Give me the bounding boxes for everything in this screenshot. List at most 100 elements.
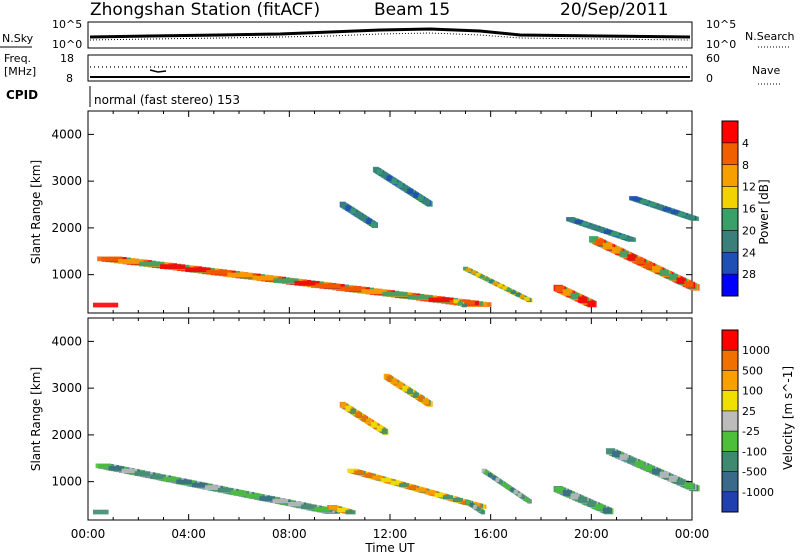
power-echo-patch [361,289,387,294]
velocity-echo-patch [217,487,234,493]
power-echo-patch [340,202,347,208]
power-colorbar-label: Power [dB] [757,179,771,244]
velocity-echo-patch [469,502,474,507]
power-echo-patch [391,178,398,185]
velocity-echo-patch [684,482,694,489]
power-echo-patch [402,185,409,192]
velocity-echo-patch [513,490,518,495]
velocity-colorbar-swatch [722,451,738,472]
power-echo-patch [350,208,357,215]
power-colorbar-swatch [722,121,738,144]
power-colorbar-swatch [722,164,738,188]
power-echo-patch [371,221,377,228]
noise-panel-frame [87,21,693,49]
power-ytick-label: 4000 [51,127,82,141]
power-echo-patch [466,268,472,272]
velocity-colorbar-swatch [722,390,738,412]
velocity-echo-patch [121,468,138,474]
power-echo-patch [497,283,503,288]
velocity-echo-patch [314,507,330,512]
power-echo-patch [502,286,508,290]
power-echo-patch [603,229,613,234]
velocity-echo-patch [635,461,645,468]
power-echo-patch [397,182,404,188]
power-x-ticks [87,111,693,313]
velocity-colorbar-swatch [722,491,738,513]
power-echo-patch [484,277,490,282]
power-ytick-label: 3000 [51,174,82,188]
power-echo-patch [612,247,622,254]
velocity-echo-patch [587,500,597,507]
power-echo-patch [407,294,433,300]
cpid-text: normal (fast stereo) 153 [94,93,240,107]
power-echo-patch [93,302,119,308]
velocity-echo-patch [397,382,404,389]
power-echo-patch [659,269,669,277]
power-echo-patch [376,169,383,175]
power-echo-patch [655,205,664,210]
power-echo-patch [185,267,211,273]
power-echo-patch [413,192,419,198]
power-echo-patch [428,297,454,303]
velocity-echo-patch [93,509,109,515]
power-echo-patch [493,281,499,286]
power-colorbar-swatch [722,274,738,297]
noise-tick-right-bottom: 10^0 [706,38,736,51]
velocity-echo-patch [492,475,497,480]
power-echo-patch [355,211,362,218]
power-echo-patch [340,286,366,292]
power-echo-patch [489,279,494,284]
power-echo-patch [626,237,635,242]
power-colorbar-swatch [722,186,738,209]
nave-tick-bottom: 0 [706,72,713,85]
velocity-echo-patch [337,507,348,512]
power-echo-patch [453,299,459,304]
velocity-echo-patch [355,411,362,418]
velocity-echo-patch [652,468,662,475]
velocity-colorbar-swatch [722,330,738,351]
power-ytick-label: 2000 [51,221,82,235]
velocity-panel: 1000 2000 3000 4000 Slant Range [km] [29,317,700,521]
power-colorbar-tick-label: 24 [742,246,756,259]
velocity-echo-patch [345,510,356,515]
power-panel-frame [87,110,693,314]
velocity-echo-patch [386,375,393,382]
velocity-colorbar-frame [721,329,739,513]
velocity-echo-patch [413,392,419,399]
velocity-colorbar-tick-label: -25 [742,425,760,438]
power-echo-patch [596,227,606,232]
time-tick-label: 20:00 [574,527,609,541]
velocity-echo-patch [350,408,357,415]
velocity-colorbar-swatch [722,471,738,493]
velocity-colorbar-tick-label: -100 [742,445,767,458]
velocity-echo-patch [466,500,471,505]
velocity-echo-patch [108,466,125,471]
nave-tick-top: 60 [706,52,720,65]
power-echo-patch [160,264,186,269]
velocity-colorbar-tick-label: 500 [742,364,763,377]
power-echo-patch [668,273,679,281]
nsearch-label: N.Search [745,30,795,43]
power-echo-patch [648,202,658,207]
velocity-echo-patch [391,378,398,385]
power-echo-patch [570,292,580,300]
xaxis-label: Time UT [364,541,415,554]
power-echo-patch [294,280,320,286]
velocity-ytick-label: 3000 [51,381,82,395]
noise-tick-left-bottom: 10^0 [52,38,82,51]
freq-label-line2: [MHz] [4,65,36,78]
velocity-echo-patch [499,480,504,485]
velocity-colorbar-tick-label: -500 [742,466,767,479]
power-echo-patch [595,239,605,246]
power-colorbar-tick-label: 4 [742,137,749,150]
velocity-echo-patch [272,498,289,504]
power-echo-patch [588,224,597,229]
velocity-echo-patch [381,428,388,435]
power-echo-patch [372,166,379,173]
power-echo-patch [366,218,372,225]
velocity-ytick-label: 4000 [51,334,82,348]
power-echo-patch [644,262,654,269]
power-echo-patch [662,207,671,212]
power-colorbar-tick-label: 8 [742,159,749,172]
velocity-echo-patch [605,448,616,455]
